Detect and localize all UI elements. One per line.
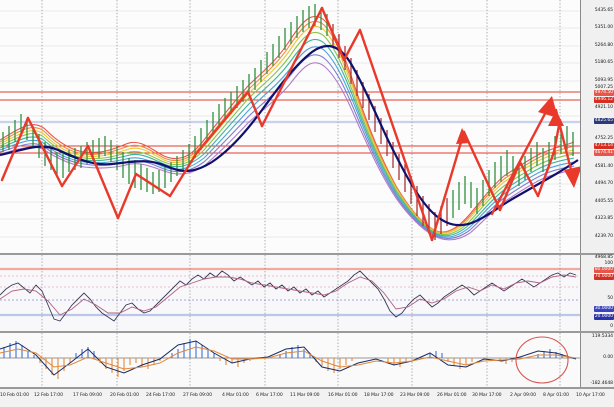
price-y-tick: 5264.80 (594, 43, 613, 48)
oscillator-d-line (0, 274, 577, 316)
macd-y-tick: 119.5334 (591, 334, 613, 339)
oscillator-bands (0, 267, 580, 317)
price-level-badge: 4825.65 (593, 118, 614, 124)
macd-y-axis[interactable]: 119.5334 0.00 -182.4648 (580, 333, 614, 387)
time-tick: 12 Feb 17:00 (34, 393, 63, 398)
price-y-axis[interactable]: 5435.65 5351.00 5264.80 5180.65 5093.95 … (580, 0, 614, 253)
oscillator-y-tick: 100 (604, 261, 614, 266)
price-y-tick: 4239.70 (594, 234, 613, 239)
time-tick: 10 Apr 17:00 (576, 393, 605, 398)
oscillator-y-axis[interactable]: 4968.85 100 80.0000 70.0000 50 30.0000 2… (580, 255, 614, 331)
oscillator-plot-area[interactable] (0, 255, 580, 331)
price-level-badge: 4713.14 (593, 143, 614, 149)
time-tick: 2 Apr 09:00 (510, 393, 536, 398)
macd-y-tick: -182.4648 (590, 381, 613, 386)
projection-arrows (490, 96, 580, 216)
time-tick: 11 Mar 09:00 (290, 393, 320, 398)
macd-highlight-circle (515, 336, 569, 384)
time-tick: 16 Mar 01:00 (328, 393, 358, 398)
time-tick: 23 Mar 09:00 (400, 393, 430, 398)
price-plot-area[interactable] (0, 0, 580, 253)
time-tick: 4 Mar 01:00 (222, 393, 249, 398)
time-tick: 10 Feb 01:00 (0, 393, 29, 398)
macd-signal-line (0, 346, 577, 370)
time-tick: 24 Feb 17:00 (146, 393, 175, 398)
price-plot-svg (0, 0, 580, 253)
macd-line (0, 340, 577, 376)
oscillator-y-tick: 0 (610, 324, 613, 329)
price-y-tick: 5180.65 (594, 60, 613, 65)
baseline-moving-average (0, 44, 579, 227)
price-chart-panel[interactable]: 5435.65 5351.00 5264.80 5180.65 5093.95 … (0, 0, 614, 254)
price-y-tick: 4405.55 (594, 199, 613, 204)
price-y-tick: 4494.70 (594, 181, 613, 186)
macd-plot-svg (0, 333, 580, 387)
price-y-tick: 5435.65 (594, 8, 613, 13)
time-axis[interactable]: 10 Feb 01:00 12 Feb 17:00 17 Feb 09:00 2… (0, 388, 614, 407)
oscillator-top-price-tick: 4968.85 (594, 255, 613, 260)
time-tick: 8 Apr 01:00 (543, 393, 569, 398)
macd-plot-area[interactable] (0, 333, 580, 387)
price-level-badge: 4946.12 (593, 97, 614, 103)
price-y-tick: 4581.40 (594, 164, 613, 169)
oscillator-vgrid (41, 255, 561, 331)
price-y-tick: 5351.00 (594, 25, 613, 30)
time-tick: 27 Feb 09:00 (183, 393, 212, 398)
price-y-tick: 4323.85 (594, 216, 613, 221)
oscillator-level-badge: 70.0000 (593, 274, 614, 280)
time-tick: 20 Feb 01:00 (110, 393, 139, 398)
price-y-tick: 4921.10 (594, 105, 613, 110)
zigzag-trend-arrows (0, 6, 562, 242)
price-level-badge: 4674.41 (593, 150, 614, 156)
time-tick: 18 Mar 17:00 (364, 393, 394, 398)
time-tick: 6 Mar 17:00 (256, 393, 283, 398)
oscillator-level-badge: 20.0000 (593, 314, 614, 320)
time-tick: 30 Mar 17:00 (472, 393, 502, 398)
oscillator-y-tick: 50 (607, 296, 613, 301)
macd-y-tick: 0.00 (603, 355, 613, 360)
price-y-tick: 5093.95 (594, 78, 613, 83)
oscillator-level-badge: 30.0000 (593, 306, 614, 312)
oscillator-plot-svg (0, 255, 580, 331)
price-level-lines (0, 91, 580, 154)
macd-panel[interactable]: 119.5334 0.00 -182.4648 (0, 332, 614, 388)
time-tick: 17 Feb 09:00 (73, 393, 102, 398)
oscillator-panel[interactable]: 4968.85 100 80.0000 70.0000 50 30.0000 2… (0, 254, 614, 332)
oscillator-level-badge: 80.0000 (593, 267, 614, 273)
price-level-badge: 4974.50 (593, 90, 614, 96)
price-y-tick: 5007.25 (594, 85, 613, 90)
time-tick: 26 Mar 01:00 (437, 393, 467, 398)
price-y-tick: 4752.25 (594, 136, 613, 141)
